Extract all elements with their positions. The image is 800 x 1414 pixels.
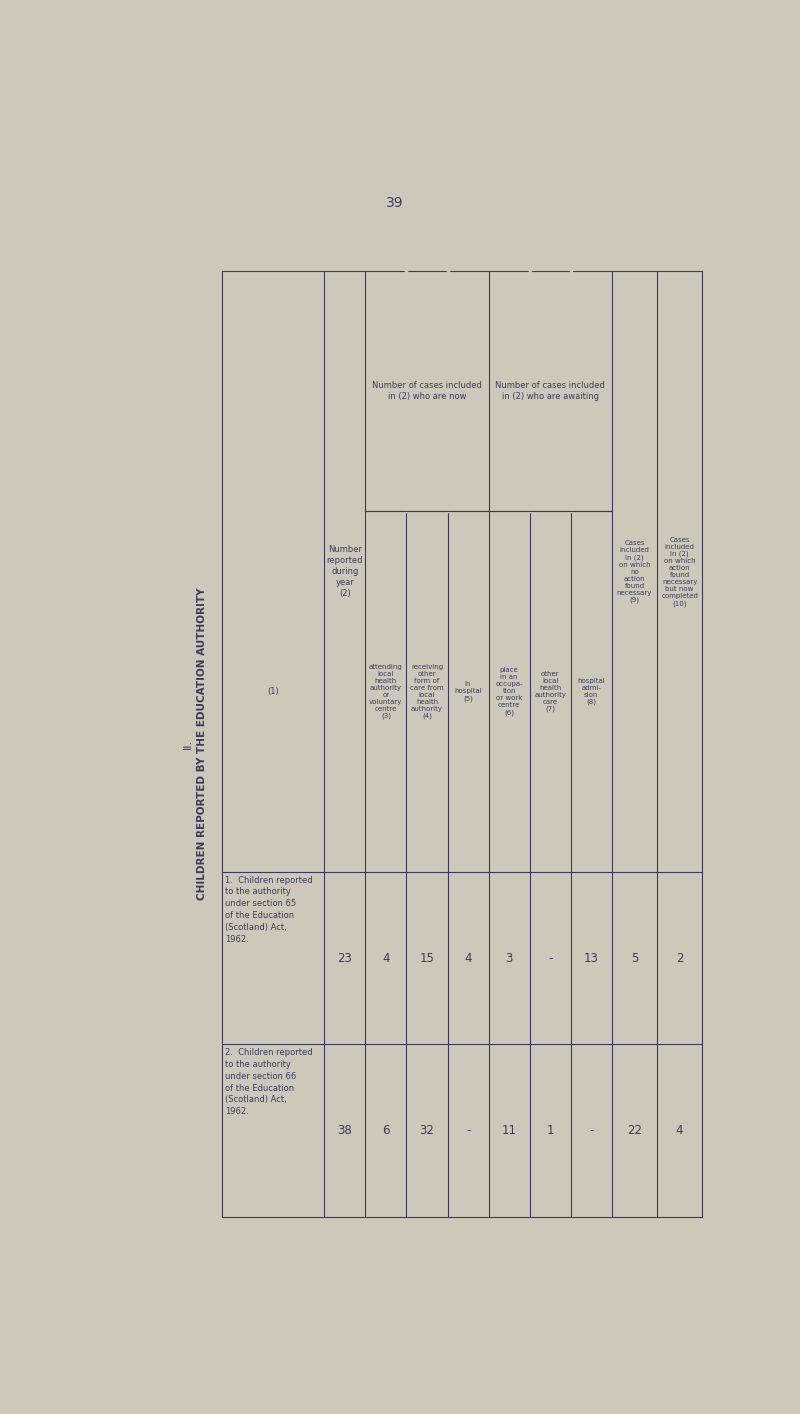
Text: in
hospital
(5): in hospital (5) xyxy=(454,682,482,701)
Text: 5: 5 xyxy=(630,952,638,964)
Text: II.: II. xyxy=(183,740,194,749)
Text: 4: 4 xyxy=(676,1124,683,1137)
Text: -: - xyxy=(466,1124,470,1137)
Text: Number of cases included
in (2) who are awaiting: Number of cases included in (2) who are … xyxy=(495,382,605,402)
Text: 2: 2 xyxy=(676,952,683,964)
Text: hospital
admi-
sion
(8): hospital admi- sion (8) xyxy=(578,677,605,706)
Text: 1: 1 xyxy=(546,1124,554,1137)
Text: Number
reported
during
year
(2): Number reported during year (2) xyxy=(326,544,363,598)
Text: receiving
other
form of
care from
local
health
authority
(4): receiving other form of care from local … xyxy=(410,663,444,720)
Text: attending
local
health
authority
or
voluntary
centre
(3): attending local health authority or volu… xyxy=(369,663,403,720)
Text: 4: 4 xyxy=(464,952,472,964)
Text: 6: 6 xyxy=(382,1124,390,1137)
Text: 1.  Children reported
to the authority
under section 65
of the Education
(Scotla: 1. Children reported to the authority un… xyxy=(225,875,312,943)
Text: 38: 38 xyxy=(338,1124,352,1137)
Text: place
in an
occupa-
tion
or work
centre
(6): place in an occupa- tion or work centre … xyxy=(495,667,523,715)
Text: Cases
included
in (2)
on which
action
found
necessary
but now
completed
(10): Cases included in (2) on which action fo… xyxy=(661,536,698,607)
Text: 11: 11 xyxy=(502,1124,517,1137)
Text: Number of cases included
in (2) who are now: Number of cases included in (2) who are … xyxy=(372,382,482,402)
Text: 3: 3 xyxy=(506,952,513,964)
Text: Cases
included
in (2)
on which
no
action
found
necessary
(9): Cases included in (2) on which no action… xyxy=(617,540,652,602)
Text: CHILDREN REPORTED BY THE EDUCATION AUTHORITY: CHILDREN REPORTED BY THE EDUCATION AUTHO… xyxy=(198,588,207,901)
Text: 32: 32 xyxy=(419,1124,434,1137)
Text: 15: 15 xyxy=(419,952,434,964)
Text: 39: 39 xyxy=(386,197,403,209)
Text: 23: 23 xyxy=(338,952,352,964)
Text: 13: 13 xyxy=(584,952,598,964)
Text: 22: 22 xyxy=(627,1124,642,1137)
Text: (1): (1) xyxy=(267,687,279,696)
Text: -: - xyxy=(548,952,553,964)
Text: 4: 4 xyxy=(382,952,390,964)
Text: 2.  Children reported
to the authority
under section 66
of the Education
(Scotla: 2. Children reported to the authority un… xyxy=(225,1048,312,1116)
Text: -: - xyxy=(589,1124,594,1137)
Text: other
local
health
authority
care
(7): other local health authority care (7) xyxy=(534,670,566,713)
